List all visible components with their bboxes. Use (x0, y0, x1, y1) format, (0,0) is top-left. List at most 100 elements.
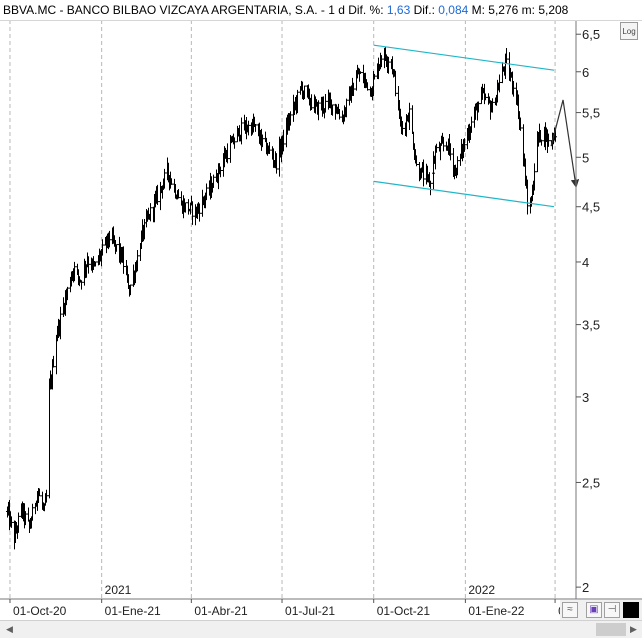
log-scale-button[interactable]: Log (620, 22, 638, 40)
ohlc-bar (261, 134, 264, 148)
ohlc-bar (547, 133, 550, 147)
min-value: 5,208 (538, 3, 569, 17)
ohlc-bar (484, 93, 487, 101)
zoom-icon[interactable]: ≈ (562, 602, 578, 618)
ohlc-bar (435, 143, 438, 153)
ohlc-bar (45, 489, 48, 503)
grid-lines (9, 20, 556, 599)
chart-header: BBVA.MC - BANCO BILBAO VIZCAYA ARGENTARI… (0, 0, 578, 20)
ohlc-bar (463, 138, 466, 152)
ohlc-bar (170, 178, 173, 185)
ohlc-bar (233, 137, 236, 149)
ohlc-bar (156, 184, 159, 205)
ohlc-bar (470, 116, 473, 133)
ohlc-bar (80, 280, 83, 290)
scroll-thumb[interactable] (596, 623, 626, 636)
ohlc-bar (59, 306, 62, 340)
ohlc-bar (94, 261, 97, 267)
max-label: M: (468, 3, 489, 17)
ohlc-bar (317, 100, 320, 121)
ohlc-bar (268, 142, 271, 155)
trend-channel (373, 44, 555, 208)
ohlc-bar (17, 512, 20, 533)
save-icon[interactable]: ▣ (586, 602, 602, 618)
dif-value: 0,084 (438, 3, 469, 17)
ohlc-bar (338, 108, 341, 120)
y-tick-label: 2 (582, 580, 589, 595)
separator: - (56, 3, 67, 17)
ohlc-bar (415, 155, 418, 167)
ohlc-bar (108, 230, 111, 248)
projection-line (550, 99, 580, 188)
ohlc-bar (296, 89, 299, 114)
ohlc-bar (498, 74, 501, 93)
ohlc-bar (533, 163, 536, 191)
ohlc-bar (540, 139, 543, 146)
scroll-right-icon[interactable]: ▶ (630, 624, 637, 634)
ohlc-bar (442, 136, 445, 152)
ohlc-bar (66, 286, 69, 301)
ohlc-bar (247, 120, 250, 136)
ohlc-bar (387, 56, 390, 74)
ohlc-bar (52, 355, 55, 368)
ohlc-bar (394, 70, 397, 97)
ohlc-bar (191, 201, 194, 225)
ohlc-bar (289, 111, 292, 126)
dif-label: Dif.: (410, 3, 439, 17)
ohlc-bar (352, 82, 355, 97)
ohlc-bar (380, 55, 383, 68)
max-value: 5,276 (488, 3, 519, 17)
scroll-left-icon[interactable]: ◀ (6, 624, 13, 634)
x-tick-label: 01-Oct-21 (377, 604, 431, 618)
x-tick-label: 01-Ene-21 (105, 604, 161, 618)
ohlc-bar (345, 98, 348, 118)
ohlc-bar (73, 261, 76, 282)
pin-icon[interactable]: ⊣ (604, 602, 620, 618)
ohlc-bar (303, 85, 306, 100)
ohlc-bar (282, 129, 285, 152)
y-tick-label: 4 (582, 255, 589, 270)
dif-pct-label: Dif. %: (348, 3, 387, 17)
ohlc-bar (48, 378, 51, 499)
projection-path (550, 99, 580, 188)
ohlc-bar (187, 199, 190, 215)
horizontal-scrollbar[interactable]: ◀ ▶ (0, 620, 642, 638)
ohlc-bar (422, 159, 425, 187)
black-square-icon[interactable] (623, 602, 639, 618)
company-name: BANCO BILBAO VIZCAYA ARGENTARIA, S.A. (66, 3, 318, 17)
dif-pct-value: 1,63 (386, 3, 411, 17)
ohlc-bar (198, 203, 201, 222)
ohlc-bar (87, 256, 90, 274)
ohlc-bar (219, 166, 222, 178)
ohlc-bar (129, 284, 132, 296)
x-tick-label: 01-Oct-20 (13, 604, 67, 618)
ohlc-bars (6, 46, 557, 550)
ohlc-bar (526, 179, 529, 215)
ohlc-bar (331, 104, 334, 116)
y-tick-label: 3 (582, 390, 589, 405)
ohlc-bar (411, 105, 414, 134)
ohlc-bar (31, 503, 34, 521)
ohlc-bar (136, 250, 139, 272)
ohlc-bar (254, 123, 257, 132)
min-label: m: (518, 3, 539, 17)
chart-toolbar: ≈ ▣ ⊣ (560, 600, 642, 620)
price-chart[interactable]: 6,5 6 5,5 5 4,5 4 3,5 3 2,5 2 01-Oct-20 01-Ene-21 01… (0, 0, 642, 620)
y-tick-label: 6,5 (582, 27, 600, 42)
ohlc-bar (177, 189, 180, 199)
ohlc-bar (27, 507, 30, 522)
ohlc-bar (115, 244, 118, 252)
ohlc-bar (373, 73, 376, 80)
ohlc-bar (275, 153, 278, 174)
ohlc-bar (408, 102, 411, 130)
trend-line (373, 180, 555, 208)
y-tick-label: 6 (582, 65, 589, 80)
ohlc-bar (149, 203, 152, 222)
ohlc-bar (184, 202, 187, 213)
ohlc-bar (501, 62, 504, 84)
ohlc-bar (456, 156, 459, 176)
ohlc-bar (359, 71, 362, 74)
ohlc-bar (429, 180, 432, 196)
x-tick-label: 01-Abr-21 (194, 604, 248, 618)
ohlc-bar (477, 101, 480, 113)
